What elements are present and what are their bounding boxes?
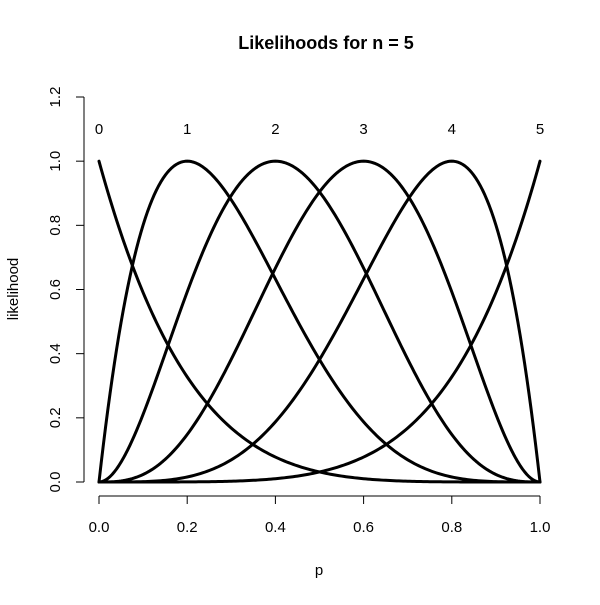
likelihood-curves [97, 159, 542, 484]
y-tick-label: 0.2 [47, 407, 64, 428]
y-tick-label: 0.8 [47, 215, 64, 236]
y-tick-label: 0.4 [47, 343, 64, 364]
curve-label-k2: 2 [271, 121, 279, 138]
y-tick-label: 1.0 [47, 151, 64, 172]
y-axis: 0.0 0.2 0.4 0.6 0.8 1.0 1.2 [47, 87, 85, 493]
likelihood-curve-k4 [97, 159, 542, 484]
likelihood-curve-k3 [97, 159, 542, 484]
curve-label-k3: 3 [359, 121, 367, 138]
x-tick-label: 0.2 [177, 519, 198, 536]
y-tick-label: 0.0 [47, 472, 64, 493]
y-tick-label: 1.2 [47, 87, 64, 108]
likelihood-curve-k2 [97, 159, 542, 484]
curve-label-k5: 5 [536, 121, 544, 138]
x-axis: 0.0 0.2 0.4 0.6 0.8 1.0 [89, 495, 551, 536]
curve-label-k4: 4 [448, 121, 456, 138]
x-tick-label: 0.6 [353, 519, 374, 536]
likelihood-curve-k1 [97, 159, 542, 484]
curve-label-k1: 1 [183, 121, 191, 138]
curve-labels: 0 1 2 3 4 5 [95, 121, 544, 138]
likelihood-curve-k0 [97, 159, 542, 484]
x-axis-label: p [315, 562, 323, 579]
x-tick-label: 0.0 [89, 519, 110, 536]
y-axis-label: likelihood [5, 258, 22, 321]
x-tick-label: 0.4 [265, 519, 286, 536]
x-tick-label: 0.8 [441, 519, 462, 536]
x-tick-label: 1.0 [530, 519, 551, 536]
curve-label-k0: 0 [95, 121, 103, 138]
y-tick-label: 0.6 [47, 279, 64, 300]
likelihood-curve-k5 [97, 159, 542, 484]
chart-title: Likelihoods for n = 5 [238, 33, 414, 53]
